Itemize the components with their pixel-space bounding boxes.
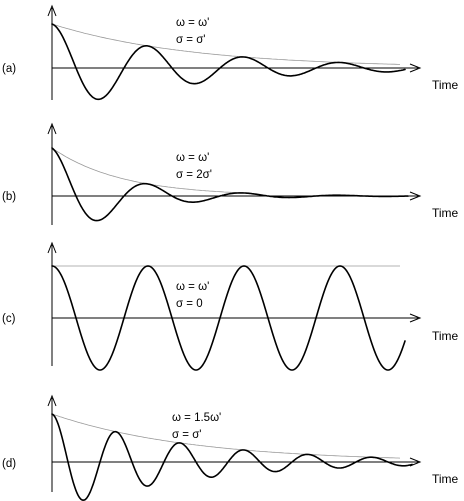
time-label-c: Time: [432, 329, 459, 343]
envelope-b: [52, 148, 250, 193]
signal-curve-a: [52, 24, 405, 99]
signal-curve-b: [52, 148, 408, 221]
omega-text-a: ω = ω': [176, 17, 209, 29]
panel-b: (b) ω = ω' σ = 2σ' Time: [2, 124, 459, 225]
time-label-b: Time: [432, 206, 459, 220]
omega-text-c: ω = ω': [176, 281, 209, 293]
panel-label-c: (c): [2, 313, 16, 325]
panel-a: (a) ω = ω' σ = σ' Time: [2, 6, 459, 100]
envelope-d: [52, 414, 400, 458]
sigma-text-b: σ = 2σ': [176, 169, 212, 181]
time-label-a: Time: [432, 78, 459, 92]
panel-c: (c) ω = ω' σ = 0 Time: [2, 243, 459, 370]
time-label-d: Time: [432, 472, 459, 486]
envelope-a: [52, 24, 400, 64]
panel-label-b: (b): [2, 191, 16, 203]
omega-text-b: ω = ω': [176, 152, 209, 164]
panel-label-a: (a): [2, 63, 16, 75]
panel-label-d: (d): [2, 458, 16, 470]
sigma-text-d: σ = σ': [172, 429, 202, 441]
panel-d: (d) ω = 1.5ω' σ = σ' Time: [2, 396, 459, 500]
sigma-text-c: σ = 0: [176, 298, 203, 310]
omega-text-d: ω = 1.5ω': [172, 412, 221, 424]
sigma-text-a: σ = σ': [176, 34, 206, 46]
